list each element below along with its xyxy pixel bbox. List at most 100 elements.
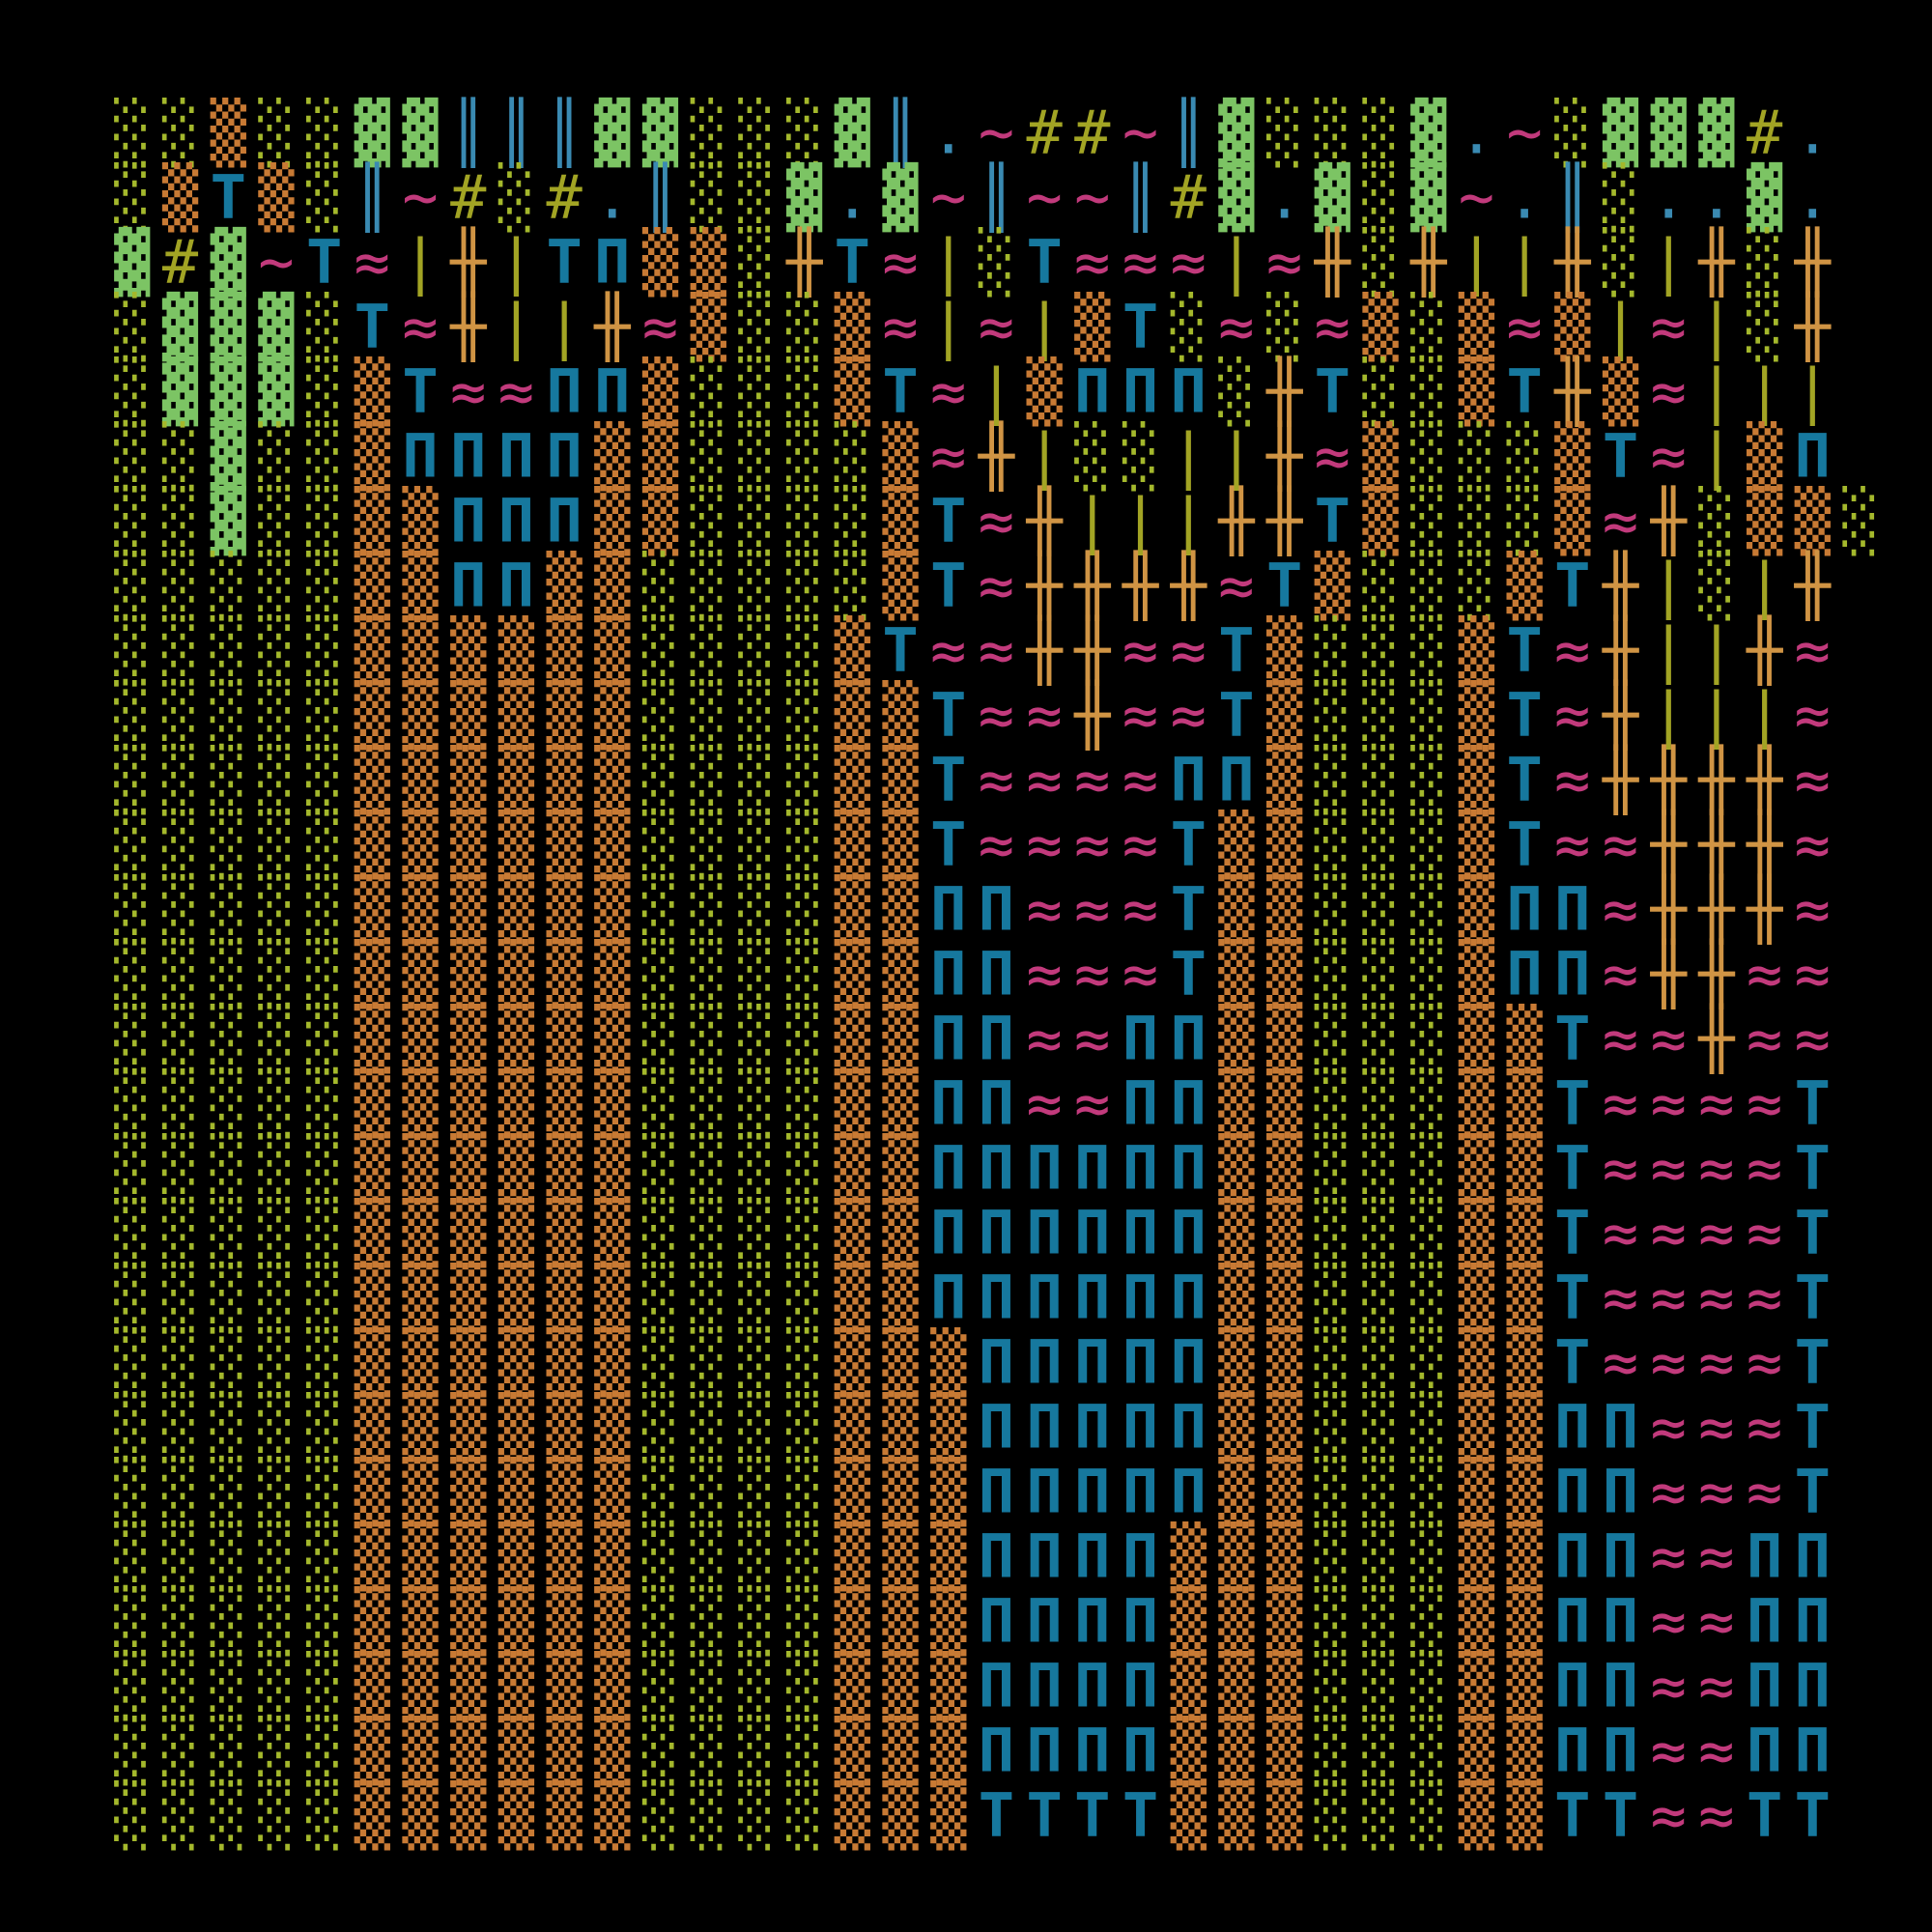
glyph: T: [1795, 1392, 1831, 1463]
glyph: ░: [258, 1004, 294, 1074]
glyph: ░: [306, 1716, 342, 1786]
tile-row: ░ ▓ ▓ ▓ ░ T ≈ ╫ | | ╫ ≈ ▒ ░ ░ ▒ ≈ | ≈ | ▒ T ░ ≈ ░ ≈ ▒ ░ ▒ ≈ ▒ | ≈ | ░ ╫: [114, 291, 1832, 363]
glyph: ▒: [1459, 810, 1495, 880]
glyph: ▒: [498, 1586, 535, 1657]
glyph: Π: [979, 874, 1014, 945]
glyph: ≈: [1651, 1133, 1687, 1204]
glyph: ▒: [1266, 1716, 1303, 1786]
glyph: Π: [930, 1004, 966, 1074]
glyph: ░: [306, 1521, 342, 1592]
glyph: ▒: [835, 1651, 871, 1721]
glyph: ▒: [835, 1327, 871, 1398]
glyph: ▒: [450, 1327, 487, 1398]
glyph: ≈: [930, 356, 966, 427]
glyph: Π: [450, 486, 486, 556]
glyph: ▒: [1026, 356, 1063, 427]
glyph: ░: [114, 98, 150, 168]
glyph: ░: [1362, 1133, 1398, 1204]
glyph: ▒: [594, 680, 631, 751]
glyph: ░: [211, 874, 246, 945]
glyph: ░: [691, 680, 726, 751]
glyph: ░: [691, 939, 726, 1009]
glyph: T: [1554, 1004, 1590, 1074]
glyph: ≈: [1026, 680, 1062, 751]
glyph: T: [1171, 874, 1207, 945]
glyph: ▒: [450, 1651, 487, 1721]
glyph: ░: [114, 1457, 150, 1527]
glyph: ▒: [691, 227, 727, 298]
glyph: .: [1795, 162, 1831, 233]
tile-row: ░ ░ ░ ░ ░ ▒ ▒ ▒ ▒ ▒ ▒ ░ ░ ░ ░ ▒ ▒ Π Π ≈ ≈ ≈ T ▒ ▒ ░ ░ ░ ▒ Π Π ≈ ╫ ╫ ╫ ≈: [114, 873, 1831, 946]
glyph: Π: [1171, 1392, 1207, 1463]
glyph: ░: [1315, 680, 1350, 751]
glyph: ░: [306, 1198, 342, 1268]
glyph: ░: [114, 292, 150, 362]
glyph: ▒: [355, 745, 391, 815]
glyph: ▒: [1506, 1133, 1543, 1204]
glyph: ▒: [594, 1133, 631, 1204]
glyph: Π: [1171, 1327, 1207, 1398]
glyph: ▒: [1459, 1586, 1495, 1657]
glyph: ▒: [1266, 615, 1303, 686]
glyph: ≈: [1026, 810, 1062, 880]
glyph: ▒: [835, 1716, 871, 1786]
glyph: ░: [162, 1263, 198, 1333]
glyph: |: [1459, 227, 1494, 298]
glyph: ▒: [835, 615, 871, 686]
glyph: ╫: [1073, 679, 1111, 752]
glyph: ▒: [402, 551, 439, 621]
glyph: ▒: [402, 1651, 439, 1721]
glyph: ╫: [1602, 550, 1639, 622]
glyph: ░: [1362, 810, 1398, 880]
glyph: ▒: [1459, 745, 1495, 815]
glyph: ▒: [355, 1133, 391, 1204]
glyph: ≈: [402, 292, 438, 362]
glyph: ▒: [546, 1780, 582, 1851]
glyph: ▒: [450, 680, 487, 751]
glyph: ░: [258, 615, 294, 686]
glyph: ▒: [1506, 1327, 1543, 1398]
glyph: T: [1506, 356, 1542, 427]
glyph: T: [1171, 939, 1207, 1009]
glyph: ╫: [1602, 614, 1639, 687]
glyph: ▓: [162, 356, 199, 427]
glyph: ▒: [355, 486, 391, 556]
glyph: T: [1218, 680, 1254, 751]
glyph: ▒: [835, 1133, 871, 1204]
glyph: ░: [162, 98, 198, 168]
glyph: ▓: [402, 98, 439, 168]
glyph: ░: [114, 1133, 150, 1204]
glyph: ▒: [546, 810, 582, 880]
glyph: ░: [211, 1198, 246, 1268]
glyph: ▒: [1218, 1198, 1255, 1268]
glyph: ░: [786, 551, 822, 621]
glyph: ≈: [1747, 1457, 1782, 1527]
glyph: ≈: [1074, 1068, 1110, 1139]
glyph: ▒: [450, 1586, 487, 1657]
glyph: T: [930, 745, 966, 815]
glyph: T: [1747, 1780, 1782, 1851]
glyph: ╫: [1314, 226, 1351, 298]
glyph: ▒: [1218, 810, 1255, 880]
glyph: ▒: [498, 1004, 535, 1074]
glyph: ░: [258, 1133, 294, 1204]
glyph: ░: [691, 1068, 726, 1139]
glyph: ░: [1603, 162, 1638, 233]
glyph: ░: [738, 810, 774, 880]
glyph: ░: [1842, 486, 1878, 556]
glyph: ░: [786, 356, 822, 427]
glyph: ╫: [1265, 420, 1303, 493]
glyph: Π: [930, 1198, 966, 1268]
glyph: ░: [211, 551, 246, 621]
glyph: ▒: [450, 1004, 487, 1074]
glyph: Π: [1506, 939, 1542, 1009]
glyph: ░: [114, 939, 150, 1009]
glyph: ░: [1506, 421, 1542, 492]
glyph: ▓: [211, 356, 247, 427]
glyph: ░: [306, 292, 342, 362]
glyph: ▒: [498, 680, 535, 751]
glyph: |: [1698, 292, 1734, 363]
glyph: ▒: [1266, 745, 1303, 815]
glyph: ░: [1362, 1004, 1398, 1074]
